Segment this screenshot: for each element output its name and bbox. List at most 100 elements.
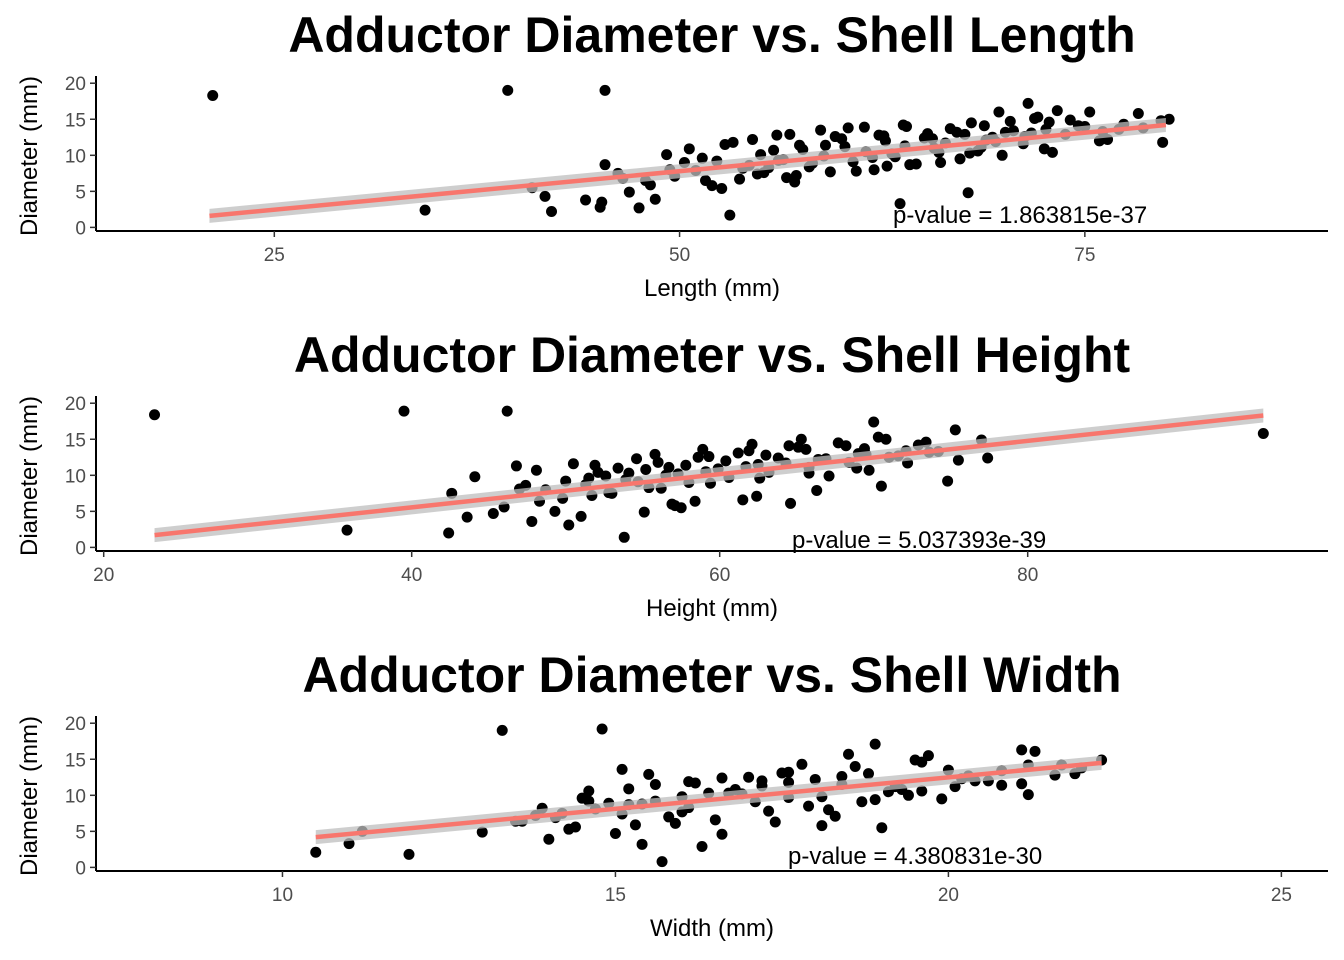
data-point bbox=[640, 464, 652, 476]
plot-svg-width: 0 5 10 15 20 10 15 20 25 bbox=[65, 714, 1328, 906]
y-tick-label: 15 bbox=[65, 430, 86, 451]
y-tick-label: 0 bbox=[75, 858, 86, 879]
data-point bbox=[643, 768, 655, 780]
data-point bbox=[530, 464, 542, 476]
data-point bbox=[751, 168, 763, 180]
data-point bbox=[461, 511, 473, 523]
y-tick-label: 20 bbox=[65, 714, 86, 735]
data-point bbox=[403, 848, 415, 860]
data-point bbox=[858, 121, 870, 133]
data-point bbox=[469, 471, 481, 483]
data-point bbox=[819, 139, 831, 151]
x-axis-label: Length (mm) bbox=[643, 275, 781, 302]
x-tick-label: 10 bbox=[272, 885, 293, 906]
data-point bbox=[789, 176, 801, 188]
data-point bbox=[546, 206, 558, 218]
data-point bbox=[583, 785, 595, 797]
data-point bbox=[751, 490, 763, 502]
data-point bbox=[1004, 115, 1016, 127]
data-point bbox=[982, 452, 994, 464]
data-point bbox=[1051, 105, 1063, 117]
data-point bbox=[1163, 113, 1175, 125]
data-point bbox=[1032, 111, 1044, 123]
data-point bbox=[829, 131, 841, 143]
data-point bbox=[1022, 97, 1034, 109]
x-tick-label: 20 bbox=[93, 565, 114, 586]
y-tick-label: 15 bbox=[65, 750, 86, 771]
data-point bbox=[1016, 744, 1028, 756]
x-tick-label: 80 bbox=[1017, 565, 1038, 586]
data-point bbox=[849, 760, 861, 772]
data-point bbox=[526, 515, 538, 527]
data-point bbox=[599, 84, 611, 96]
data-point bbox=[737, 494, 749, 506]
data-point bbox=[609, 828, 621, 840]
data-point bbox=[902, 789, 914, 801]
data-point bbox=[703, 451, 715, 463]
data-point bbox=[618, 531, 630, 543]
data-point bbox=[644, 179, 656, 191]
data-point bbox=[706, 180, 718, 192]
data-point bbox=[863, 464, 875, 476]
x-axis-label: Height (mm) bbox=[645, 595, 778, 622]
data-point bbox=[567, 458, 579, 470]
data-point bbox=[310, 846, 322, 858]
x-tick-label: 40 bbox=[401, 565, 422, 586]
data-point bbox=[743, 771, 755, 783]
data-point bbox=[832, 437, 844, 449]
data-point bbox=[776, 767, 788, 779]
data-point bbox=[760, 449, 772, 461]
data-point bbox=[936, 793, 948, 805]
y-tick-label: 15 bbox=[65, 110, 86, 131]
data-point bbox=[623, 783, 635, 795]
data-point bbox=[823, 470, 835, 482]
data-point bbox=[1016, 778, 1028, 790]
data-point bbox=[1084, 106, 1096, 118]
data-point bbox=[149, 409, 161, 421]
data-point bbox=[720, 455, 732, 467]
p-value-annotation: p-value = 1.863815e-37 bbox=[893, 202, 1148, 229]
x-tick-label: 75 bbox=[1074, 245, 1095, 266]
data-point bbox=[599, 159, 611, 171]
data-point bbox=[612, 462, 624, 474]
regression-line bbox=[154, 413, 1264, 538]
y-tick-label: 10 bbox=[65, 466, 86, 487]
data-point bbox=[922, 750, 934, 762]
data-point bbox=[901, 120, 913, 132]
data-point bbox=[993, 106, 1005, 118]
data-point bbox=[716, 772, 728, 784]
data-point bbox=[935, 157, 947, 169]
data-point bbox=[1043, 116, 1055, 128]
data-point bbox=[811, 484, 823, 496]
data-point bbox=[724, 209, 736, 221]
x-tick-label: 25 bbox=[264, 245, 285, 266]
data-point bbox=[398, 405, 410, 417]
data-point bbox=[904, 159, 916, 171]
panel-length: Adductor Diameter vs. Shell Length 0 5 10 1… bbox=[0, 0, 1344, 320]
data-point bbox=[1064, 114, 1076, 126]
plot-svg-length: 0 5 10 15 20 25 50 75 bbox=[65, 74, 1328, 266]
data-point bbox=[916, 785, 928, 797]
data-point bbox=[875, 480, 887, 492]
data-point bbox=[862, 768, 874, 780]
data-point bbox=[663, 461, 675, 473]
data-point bbox=[842, 122, 854, 134]
y-axis-label: Diameter (mm) bbox=[16, 716, 43, 876]
data-point bbox=[803, 800, 815, 812]
data-point bbox=[629, 819, 641, 831]
data-point bbox=[872, 431, 884, 443]
data-point bbox=[669, 500, 681, 512]
data-point bbox=[873, 129, 885, 141]
data-point bbox=[716, 182, 728, 194]
data-point bbox=[656, 856, 668, 868]
data-point bbox=[784, 128, 796, 140]
data-point bbox=[1132, 107, 1144, 119]
data-point bbox=[781, 172, 793, 184]
y-axis-label: Diameter (mm) bbox=[16, 76, 43, 236]
data-point bbox=[794, 139, 806, 151]
data-point bbox=[732, 447, 744, 459]
regression-line bbox=[209, 122, 1167, 219]
chart-title: Adductor Diameter vs. Shell Height bbox=[293, 327, 1131, 383]
data-point bbox=[795, 433, 807, 445]
data-point bbox=[809, 773, 821, 785]
